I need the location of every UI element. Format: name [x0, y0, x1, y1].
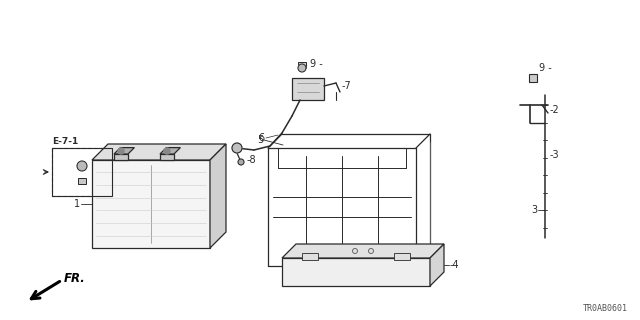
Bar	[302, 253, 318, 260]
Circle shape	[77, 161, 87, 171]
Polygon shape	[210, 144, 226, 248]
Polygon shape	[92, 144, 226, 160]
Text: -7: -7	[342, 81, 352, 91]
Polygon shape	[160, 148, 180, 154]
Bar	[394, 253, 410, 260]
Polygon shape	[282, 244, 444, 258]
Bar	[529, 74, 537, 82]
Text: FR.: FR.	[64, 271, 86, 284]
Text: 1: 1	[74, 199, 80, 209]
Text: -4: -4	[450, 260, 460, 270]
Circle shape	[238, 159, 244, 165]
Text: -3: -3	[550, 150, 559, 160]
Polygon shape	[92, 160, 210, 248]
Polygon shape	[292, 78, 324, 100]
Polygon shape	[114, 154, 128, 160]
Polygon shape	[114, 148, 134, 154]
Circle shape	[232, 143, 242, 153]
Text: 5: 5	[257, 135, 263, 145]
Bar	[78, 178, 86, 184]
Text: TR0AB0601: TR0AB0601	[583, 304, 628, 313]
Text: -2: -2	[550, 105, 560, 115]
Text: E-7-1: E-7-1	[52, 137, 78, 146]
Circle shape	[164, 148, 170, 154]
Circle shape	[298, 64, 306, 72]
Polygon shape	[430, 244, 444, 286]
Text: 9 -: 9 -	[310, 59, 323, 69]
Text: 9 -: 9 -	[539, 63, 552, 73]
Text: 3: 3	[531, 205, 537, 215]
Polygon shape	[160, 154, 174, 160]
Bar	[52, 148, 112, 196]
Text: 6: 6	[258, 133, 264, 143]
Bar	[52, 148, 112, 196]
Polygon shape	[282, 258, 430, 286]
Bar	[298, 62, 306, 68]
Text: -8: -8	[247, 155, 257, 165]
Circle shape	[118, 148, 124, 154]
